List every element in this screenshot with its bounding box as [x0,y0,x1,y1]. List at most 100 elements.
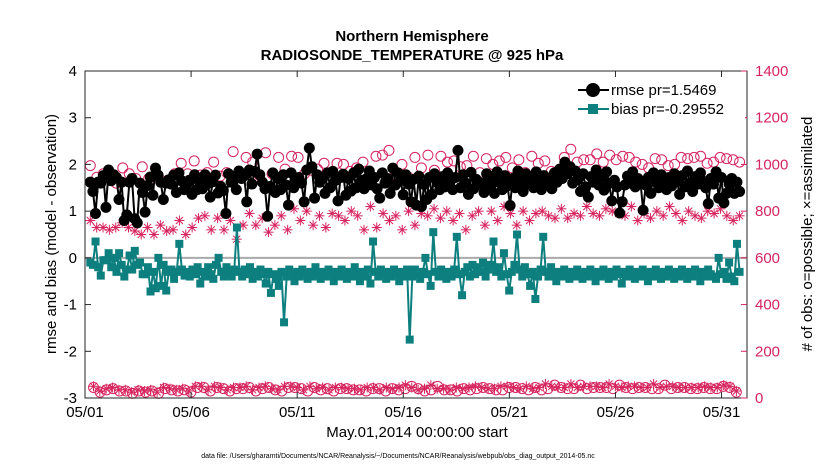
possible-point [597,156,609,168]
assimilated-point [460,224,471,235]
assimilated-point [390,210,401,221]
bias-point [272,274,281,283]
y-right-tick-label: 1400 [755,63,788,80]
bias-point [403,265,412,274]
bias-point [374,272,383,281]
rmse-point [241,196,253,208]
assimilated-point [152,387,163,398]
bias-point [424,270,433,279]
bias-point [248,274,257,283]
assimilated-point [734,210,745,221]
bias-point [308,272,317,281]
bias-point [426,281,435,290]
assimilated-point [581,201,592,212]
bias-point [479,258,488,267]
bias-point [581,267,590,276]
bias-point [437,265,446,274]
bias-point [303,274,312,283]
assimilated-point [524,215,535,226]
bias-point [680,270,689,279]
bias-point [675,272,684,281]
assimilated-point [101,383,112,394]
y-right-tick-label: 800 [755,203,780,220]
rmse-point [353,163,365,175]
rmse-point [616,196,628,208]
bias-point [389,265,398,274]
assimilated-point [285,381,296,392]
bias-point [264,267,273,276]
assimilated-point [320,222,331,233]
rmse-point [113,193,125,205]
bias-point [450,265,459,274]
assimilated-point [241,381,252,392]
bias-point [513,230,522,239]
assimilated-point [142,222,153,233]
possible-point [630,156,642,168]
bias-point [214,253,223,262]
bias-point [568,267,577,276]
rmse-point [199,169,211,181]
rmse-point [251,148,263,160]
rmse-point [681,165,693,177]
chart-title: Northern Hemisphere [335,28,488,45]
assimilated-point [381,382,392,393]
assimilated-point [253,382,264,393]
bias-point [193,263,202,272]
bias-point [494,263,503,272]
bias-point [188,265,197,274]
x-tick-label: 05/06 [172,404,210,421]
assimilated-point [696,213,707,224]
bias-point [243,270,252,279]
possible-point [656,154,668,166]
bias-point [439,270,448,279]
bias-point [217,267,226,276]
possible-point [704,383,716,395]
bias-point [162,286,171,295]
bias-point [175,239,184,248]
assimilated-point [187,222,198,233]
bias-point [704,265,713,274]
assimilated-point [454,208,465,219]
assimilated-point [352,210,363,221]
x-tick-label: 05/31 [703,404,741,421]
possible-point [526,150,538,162]
rmse-point [715,172,727,184]
bias-point [725,258,734,267]
bias-point [128,265,137,274]
possible-point [617,150,629,162]
bias-point [408,272,417,281]
bias-point [293,267,302,276]
bias-point [295,272,304,281]
bias-point [489,237,498,246]
assimilated-point [709,208,720,219]
bias-point [719,267,728,276]
bias-point [693,270,702,279]
bias-point [314,270,323,279]
bias-point [541,267,550,276]
bias-point [191,270,200,279]
rmse-point [371,183,383,195]
rmse-point [84,176,96,188]
rmse-point [100,201,112,213]
assimilated-point [413,384,424,395]
rmse-point [582,191,594,203]
assimilated-point [148,229,159,240]
rmse-point [332,195,344,207]
assimilated-point [218,224,229,235]
assimilated-point [721,210,732,221]
y-tick-label: 2 [69,156,77,173]
y-tick-label: -3 [64,390,77,407]
bias-point [735,267,744,276]
bias-point [324,265,333,274]
bias-point [125,251,134,260]
rmse-point [298,196,310,208]
possible-point [721,153,733,165]
possible-point [227,146,239,158]
assimilated-point [180,229,191,240]
assimilated-point [610,381,621,392]
assimilated-point [655,382,666,393]
bias-point [204,263,213,272]
assimilated-point [441,206,452,217]
possible-point [513,154,525,166]
rmse-point [384,187,396,199]
